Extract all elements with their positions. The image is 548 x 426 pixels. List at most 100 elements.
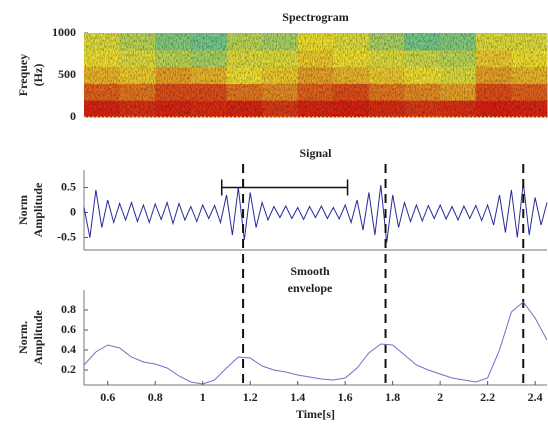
- heatmap-cell: [119, 100, 156, 118]
- heatmap-cell: [404, 66, 441, 84]
- heatmap-cell: [475, 49, 512, 68]
- heatmap-cell: [511, 100, 548, 118]
- heatmap-cell: [368, 83, 406, 101]
- heatmap-cell: [226, 100, 263, 118]
- x-tick-label: 1.6: [338, 390, 353, 404]
- heatmap-cell: [226, 83, 263, 101]
- heatmap-cell: [119, 83, 156, 101]
- heatmap-cell: [475, 33, 512, 51]
- heatmap-cell: [155, 66, 192, 84]
- y-tick-label: 0: [70, 204, 76, 218]
- heatmap-cell: [190, 100, 227, 118]
- x-axis-label: Time[s]: [296, 407, 335, 421]
- heatmap-cell: [119, 33, 156, 51]
- y-tick-label: 0: [70, 109, 76, 123]
- heatmap-cell: [155, 33, 192, 51]
- heatmap-cell: [119, 49, 156, 68]
- heatmap-cell: [84, 100, 121, 118]
- annotation: Smooth: [290, 264, 330, 278]
- heatmap-cell: [511, 83, 548, 101]
- heatmap-cell: [297, 66, 334, 84]
- heatmap-cell: [511, 66, 548, 84]
- x-tick-label: 1.2: [243, 390, 258, 404]
- heatmap-cell: [155, 83, 192, 101]
- heatmap-cell: [368, 66, 406, 84]
- x-tick-label: 2: [437, 390, 443, 404]
- heatmap-cell: [333, 66, 370, 84]
- x-tick-label: 0.6: [100, 390, 115, 404]
- y-tick-label: 0.4: [61, 342, 76, 356]
- heatmap-cell: [226, 49, 263, 68]
- heatmap-cell: [404, 83, 441, 101]
- heatmap-cell: [333, 33, 370, 51]
- heatmap-cell: [368, 33, 406, 51]
- heatmap-cell: [155, 49, 192, 68]
- heatmap-cell: [84, 33, 121, 51]
- heatmap-cell: [84, 49, 121, 68]
- x-tick-label: 2.4: [528, 390, 543, 404]
- data-line: [83, 301, 548, 385]
- x-tick-label: 0.8: [148, 390, 163, 404]
- heatmap-cell: [262, 83, 299, 101]
- x-tick-label: 2.2: [480, 390, 495, 404]
- heatmap-cell: [511, 49, 548, 68]
- heatmap-cell: [297, 100, 334, 118]
- heatmap-cell: [440, 49, 477, 68]
- heatmap-cell: [226, 33, 263, 51]
- heatmap-cell: [190, 33, 227, 51]
- heatmap-cell: [475, 66, 512, 84]
- y-tick-label: 1000: [52, 25, 76, 39]
- y-axis-label: (Hz): [31, 64, 45, 87]
- heatmap-cell: [226, 66, 263, 84]
- heatmap-cell: [368, 49, 406, 68]
- heatmap: [84, 33, 548, 118]
- y-tick-label: 500: [58, 67, 76, 81]
- heatmap-cell: [440, 33, 477, 51]
- y-axis-label: Norm: [16, 195, 30, 225]
- chart-title: Signal: [299, 146, 332, 160]
- heatmap-cell: [297, 83, 334, 101]
- y-tick-label: 0.2: [61, 362, 76, 376]
- heatmap-cell: [262, 100, 299, 118]
- x-tick-label: 1.4: [290, 390, 305, 404]
- heatmap-cell: [404, 100, 441, 118]
- heatmap-cell: [119, 66, 156, 84]
- data-line: [83, 182, 548, 243]
- heatmap-cell: [511, 33, 548, 51]
- heatmap-cell: [297, 33, 334, 51]
- heatmap-cell: [404, 49, 441, 68]
- heatmap-cell: [475, 83, 512, 101]
- y-axis-label: Amplitude: [31, 182, 45, 237]
- heatmap-cell: [368, 100, 406, 118]
- x-tick-label: 1: [200, 390, 206, 404]
- heatmap-cell: [262, 66, 299, 84]
- heatmap-cell: [262, 33, 299, 51]
- heatmap-cell: [190, 49, 227, 68]
- heatmap-cell: [333, 100, 370, 118]
- x-tick-label: 1.8: [385, 390, 400, 404]
- y-axis-label: Frequey: [16, 54, 30, 96]
- heatmap-cell: [440, 83, 477, 101]
- y-tick-label: 0.5: [61, 179, 76, 193]
- heatmap-cell: [404, 33, 441, 51]
- heatmap-cell: [155, 100, 192, 118]
- y-axis-label: Amplitude: [31, 309, 45, 364]
- y-tick-label: 0.8: [61, 302, 76, 316]
- heatmap-cell: [297, 49, 334, 68]
- heatmap-cell: [262, 49, 299, 68]
- heatmap-cell: [84, 83, 121, 101]
- heatmap-cell: [190, 83, 227, 101]
- y-axis-label: Norm.: [16, 321, 30, 354]
- heatmap-cell: [333, 49, 370, 68]
- heatmap-cell: [333, 83, 370, 101]
- y-tick-label: -0.5: [57, 229, 76, 243]
- heatmap-cell: [84, 66, 121, 84]
- bracket: [220, 179, 349, 196]
- heatmap-cell: [475, 100, 512, 118]
- heatmap-cell: [190, 66, 227, 84]
- heatmap-cell: [440, 66, 477, 84]
- chart-title: Spectrogram: [282, 10, 348, 24]
- annotation: envelope: [288, 281, 333, 295]
- heatmap-cell: [440, 100, 477, 118]
